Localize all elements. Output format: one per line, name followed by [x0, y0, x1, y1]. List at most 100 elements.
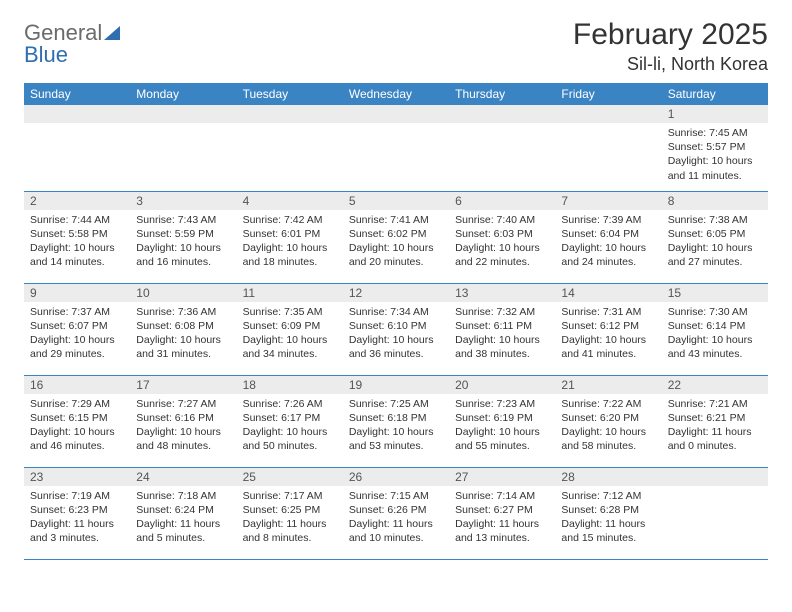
sunrise-text: Sunrise: 7:34 AM — [349, 305, 443, 319]
day-header: Friday — [555, 83, 661, 105]
daylight-text: Daylight: 10 hours — [455, 333, 549, 347]
day-number: 9 — [24, 284, 130, 302]
sunrise-text: Sunrise: 7:36 AM — [136, 305, 230, 319]
day-number: 4 — [237, 192, 343, 210]
day-details: Sunrise: 7:22 AMSunset: 6:20 PMDaylight:… — [555, 394, 661, 462]
sunset-text: Sunset: 6:24 PM — [136, 503, 230, 517]
calendar-cell: 26Sunrise: 7:15 AMSunset: 6:26 PMDayligh… — [343, 467, 449, 559]
daylight-text: and 24 minutes. — [561, 255, 655, 269]
day-number: 6 — [449, 192, 555, 210]
daylight-text: and 34 minutes. — [243, 347, 337, 361]
calendar-cell: 8Sunrise: 7:38 AMSunset: 6:05 PMDaylight… — [662, 191, 768, 283]
daylight-text: and 50 minutes. — [243, 439, 337, 453]
sunset-text: Sunset: 6:03 PM — [455, 227, 549, 241]
day-number: 11 — [237, 284, 343, 302]
daylight-text: and 8 minutes. — [243, 531, 337, 545]
sunrise-text: Sunrise: 7:22 AM — [561, 397, 655, 411]
daylight-text: Daylight: 10 hours — [455, 241, 549, 255]
sunset-text: Sunset: 6:14 PM — [668, 319, 762, 333]
logo: GeneralBlue — [24, 22, 120, 66]
day-details: Sunrise: 7:40 AMSunset: 6:03 PMDaylight:… — [449, 210, 555, 278]
daylight-text: and 15 minutes. — [561, 531, 655, 545]
day-number: 5 — [343, 192, 449, 210]
daylight-text: Daylight: 10 hours — [136, 425, 230, 439]
daylight-text: and 41 minutes. — [561, 347, 655, 361]
calendar-cell — [555, 105, 661, 191]
day-header: Sunday — [24, 83, 130, 105]
calendar-cell: 17Sunrise: 7:27 AMSunset: 6:16 PMDayligh… — [130, 375, 236, 467]
calendar-cell: 25Sunrise: 7:17 AMSunset: 6:25 PMDayligh… — [237, 467, 343, 559]
daylight-text: and 14 minutes. — [30, 255, 124, 269]
calendar-cell: 10 Sunrise: 7:36 AMSunset: 6:08 PMDayligh… — [130, 283, 236, 375]
calendar-cell: 22Sunrise: 7:21 AMSunset: 6:21 PMDayligh… — [662, 375, 768, 467]
day-number: 19 — [343, 376, 449, 394]
location: Sil-li, North Korea — [573, 54, 768, 75]
day-header-row: Sunday Monday Tuesday Wednesday Thursday… — [24, 83, 768, 105]
day-header: Thursday — [449, 83, 555, 105]
sunset-text: Sunset: 6:20 PM — [561, 411, 655, 425]
calendar-table: Sunday Monday Tuesday Wednesday Thursday… — [24, 83, 768, 560]
calendar-cell: 18Sunrise: 7:26 AMSunset: 6:17 PMDayligh… — [237, 375, 343, 467]
day-details: Sunrise: 7:35 AMSunset: 6:09 PMDaylight:… — [237, 302, 343, 370]
sunrise-text: Sunrise: 7:18 AM — [136, 489, 230, 503]
sunrise-text: Sunrise: 7:23 AM — [455, 397, 549, 411]
sunset-text: Sunset: 6:04 PM — [561, 227, 655, 241]
daylight-text: Daylight: 10 hours — [668, 154, 762, 168]
daylight-text: Daylight: 11 hours — [136, 517, 230, 531]
calendar-week: 23Sunrise: 7:19 AMSunset: 6:23 PMDayligh… — [24, 467, 768, 559]
day-details: Sunrise: 7:15 AMSunset: 6:26 PMDaylight:… — [343, 486, 449, 554]
calendar-cell: 1 Sunrise: 7:45 AMSunset: 5:57 PMDaylight… — [662, 105, 768, 191]
day-details: Sunrise: 7:21 AMSunset: 6:21 PMDaylight:… — [662, 394, 768, 462]
day-number: 18 — [237, 376, 343, 394]
calendar-cell: 4Sunrise: 7:42 AMSunset: 6:01 PMDaylight… — [237, 191, 343, 283]
sunset-text: Sunset: 6:07 PM — [30, 319, 124, 333]
day-number: 23 — [24, 468, 130, 486]
sunset-text: Sunset: 5:57 PM — [668, 140, 762, 154]
calendar-cell: 28Sunrise: 7:12 AMSunset: 6:28 PMDayligh… — [555, 467, 661, 559]
day-details: Sunrise: 7:14 AMSunset: 6:27 PMDaylight:… — [449, 486, 555, 554]
day-details: Sunrise: 7:34 AMSunset: 6:10 PMDaylight:… — [343, 302, 449, 370]
daylight-text: Daylight: 10 hours — [136, 333, 230, 347]
sunset-text: Sunset: 6:19 PM — [455, 411, 549, 425]
daylight-text: Daylight: 11 hours — [455, 517, 549, 531]
sunset-text: Sunset: 6:08 PM — [136, 319, 230, 333]
daylight-text: and 22 minutes. — [455, 255, 549, 269]
day-number: 2 — [24, 192, 130, 210]
day-header: Saturday — [662, 83, 768, 105]
calendar-cell: 20Sunrise: 7:23 AMSunset: 6:19 PMDayligh… — [449, 375, 555, 467]
calendar-week: 9Sunrise: 7:37 AMSunset: 6:07 PMDaylight… — [24, 283, 768, 375]
sunrise-text: Sunrise: 7:44 AM — [30, 213, 124, 227]
calendar-cell — [24, 105, 130, 191]
daylight-text: and 13 minutes. — [455, 531, 549, 545]
calendar-cell: 7Sunrise: 7:39 AMSunset: 6:04 PMDaylight… — [555, 191, 661, 283]
daylight-text: Daylight: 11 hours — [668, 425, 762, 439]
calendar-cell: 21Sunrise: 7:22 AMSunset: 6:20 PMDayligh… — [555, 375, 661, 467]
daylight-text: and 0 minutes. — [668, 439, 762, 453]
sunset-text: Sunset: 6:02 PM — [349, 227, 443, 241]
daylight-text: Daylight: 11 hours — [561, 517, 655, 531]
day-number: 10 — [130, 284, 236, 302]
sunrise-text: Sunrise: 7:15 AM — [349, 489, 443, 503]
sunrise-text: Sunrise: 7:25 AM — [349, 397, 443, 411]
day-number: 26 — [343, 468, 449, 486]
sunrise-text: Sunrise: 7:21 AM — [668, 397, 762, 411]
daylight-text: and 36 minutes. — [349, 347, 443, 361]
daylight-text: Daylight: 10 hours — [136, 241, 230, 255]
day-number: 1 — [662, 105, 768, 123]
sunset-text: Sunset: 6:09 PM — [243, 319, 337, 333]
day-details: Sunrise: 7:44 AMSunset: 5:58 PMDaylight:… — [24, 210, 130, 278]
daylight-text: Daylight: 10 hours — [561, 333, 655, 347]
sunrise-text: Sunrise: 7:45 AM — [668, 126, 762, 140]
day-number: 7 — [555, 192, 661, 210]
sunrise-text: Sunrise: 7:32 AM — [455, 305, 549, 319]
sunset-text: Sunset: 6:28 PM — [561, 503, 655, 517]
calendar-cell: 11Sunrise: 7:35 AMSunset: 6:09 PMDayligh… — [237, 283, 343, 375]
daylight-text: Daylight: 10 hours — [30, 333, 124, 347]
calendar-cell — [662, 467, 768, 559]
day-details: Sunrise: 7:32 AMSunset: 6:11 PMDaylight:… — [449, 302, 555, 370]
sunrise-text: Sunrise: 7:30 AM — [668, 305, 762, 319]
daylight-text: and 48 minutes. — [136, 439, 230, 453]
sunrise-text: Sunrise: 7:31 AM — [561, 305, 655, 319]
daylight-text: Daylight: 10 hours — [668, 333, 762, 347]
day-details: Sunrise: 7:41 AMSunset: 6:02 PMDaylight:… — [343, 210, 449, 278]
